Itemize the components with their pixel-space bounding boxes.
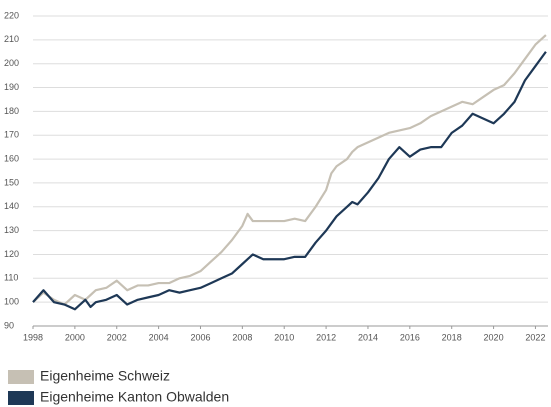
y-tick-label: 110 [4,273,18,283]
y-tick-label: 140 [4,201,19,211]
x-tick-label: 2010 [274,332,294,342]
y-tick-label: 170 [4,130,19,140]
x-tick-label: 2008 [232,332,252,342]
y-tick-label: 190 [4,82,19,92]
y-tick-label: 130 [4,225,19,235]
y-tick-label: 180 [4,106,19,116]
series-line [32,34,547,306]
y-tick-label: 100 [4,297,19,307]
y-tick-label: 150 [4,177,19,187]
x-tick-label: 1998 [23,332,43,342]
y-tick-label: 90 [4,320,14,330]
x-tick-label: 2020 [484,332,504,342]
x-tick-label: 2000 [65,332,85,342]
x-tick-label: 2022 [525,332,545,342]
y-tick-label: 200 [4,58,19,68]
x-tick-label: 2012 [316,332,336,342]
legend-label: Eigenheime Kanton Obwalden [40,389,229,405]
legend-swatch [8,370,34,384]
x-tick-label: 2002 [107,332,127,342]
y-tick-label: 210 [4,34,19,44]
y-tick-label: 220 [4,10,19,20]
x-tick-label: 2004 [149,332,169,342]
x-tick-label: 2016 [400,332,420,342]
y-tick-label: 160 [4,153,19,163]
x-tick-label: 2018 [442,332,462,342]
legend-label: Eigenheime Schweiz [40,368,170,384]
legend-swatch [8,391,34,405]
x-tick-label: 2014 [358,332,378,342]
y-tick-label: 120 [4,249,19,259]
x-tick-label: 2006 [190,332,210,342]
series-line [32,51,547,311]
